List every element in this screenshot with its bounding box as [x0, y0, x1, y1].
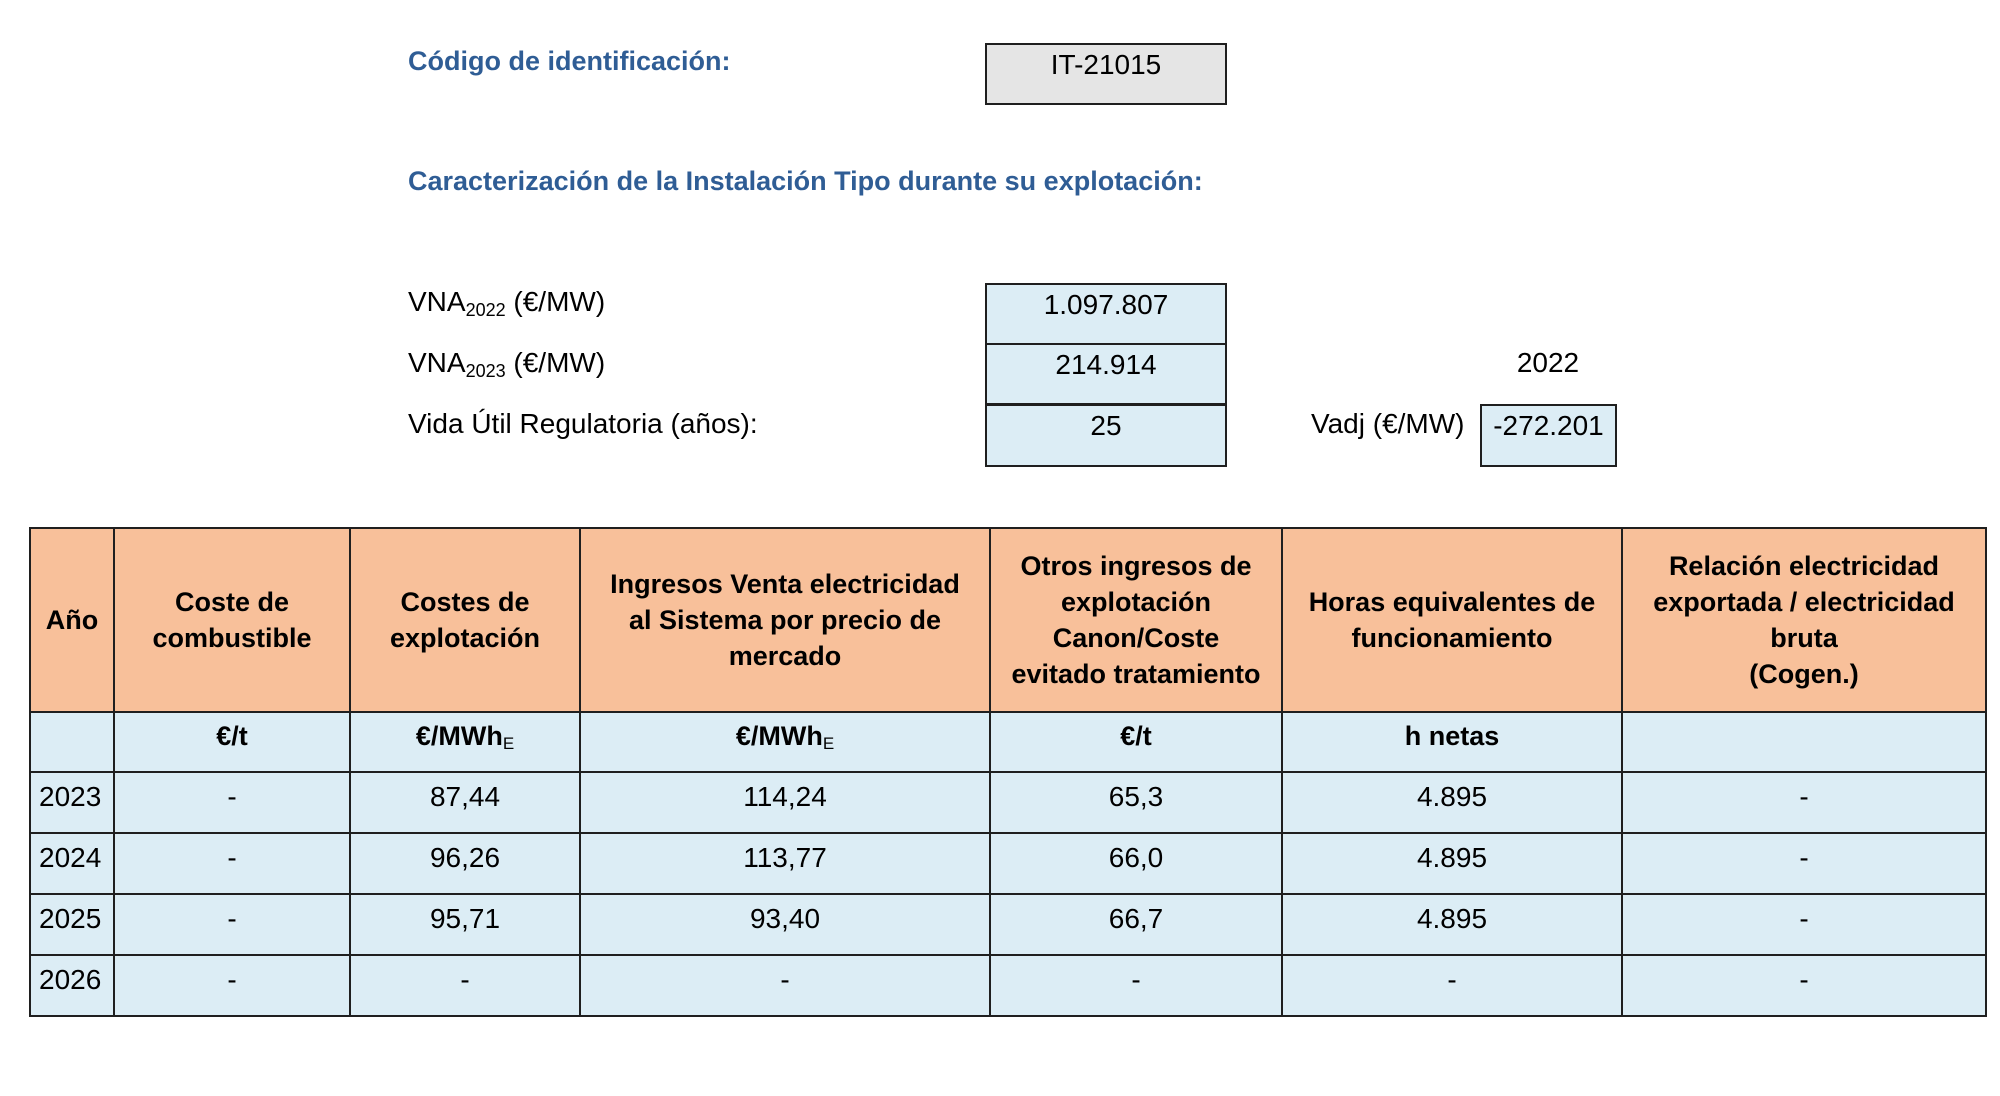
table-cell: 114,24	[579, 771, 991, 834]
table-cell: 113,77	[579, 832, 991, 895]
table-row: 2026 - - - - - -	[29, 954, 1987, 1017]
column-header: Otros ingresos de explotación Canon/Cost…	[989, 527, 1283, 713]
table-cell: -	[1621, 832, 1987, 895]
table-cell: 65,3	[989, 771, 1283, 834]
year-cell: 2024	[29, 832, 115, 895]
table-cell: 66,7	[989, 893, 1283, 956]
table-cell: -	[113, 893, 351, 956]
column-header: Costes de explotación	[349, 527, 581, 713]
column-header: Relación electricidad exportada / electr…	[1621, 527, 1987, 713]
table-cell: -	[349, 954, 581, 1017]
year-cell: 2023	[29, 771, 115, 834]
column-header: Ingresos Venta electricidad al Sistema p…	[579, 527, 991, 713]
table-cell: 4.895	[1281, 771, 1623, 834]
table-cell: 4.895	[1281, 832, 1623, 895]
unit-cell: €/MWhE	[579, 711, 991, 773]
table-cell: -	[1621, 954, 1987, 1017]
table-cell: -	[1281, 954, 1623, 1017]
vna-2022-box: 1.097.807	[985, 283, 1227, 345]
table-cell: 93,40	[579, 893, 991, 956]
table-cell: -	[1621, 893, 1987, 956]
unit-cell: €/MWhE	[349, 711, 581, 773]
section-title: Caracterización de la Instalación Tipo d…	[408, 166, 1203, 196]
table-cell: 96,26	[349, 832, 581, 895]
table-cell: -	[113, 832, 351, 895]
column-header: Coste de combustible	[113, 527, 351, 713]
unit-cell: €/t	[989, 711, 1283, 773]
vna-2023-value: 214.914	[1055, 349, 1157, 380]
vida-util-label: Vida Útil Regulatoria (años):	[408, 408, 758, 439]
unit-cell: €/t	[113, 711, 351, 773]
vadj-label: Vadj (€/MW)	[1311, 408, 1465, 439]
table-cell: 87,44	[349, 771, 581, 834]
year-cell: 2026	[29, 954, 115, 1017]
reference-year: 2022	[1516, 347, 1580, 378]
column-header: Horas equivalentes de funcionamiento	[1281, 527, 1623, 713]
unit-cell	[29, 711, 115, 773]
units-row: €/t €/MWhE €/MWhE €/t h netas	[29, 711, 1987, 773]
vna-2023-label: VNA2023 (€/MW)	[408, 347, 606, 381]
year-cell: 2025	[29, 893, 115, 956]
unit-cell: h netas	[1281, 711, 1623, 773]
vna-2023-box: 214.914	[985, 343, 1227, 405]
vida-util-box: 25	[985, 404, 1227, 467]
table-cell: -	[579, 954, 991, 1017]
table-cell: -	[989, 954, 1283, 1017]
unit-cell	[1621, 711, 1987, 773]
table-row: 2023 - 87,44 114,24 65,3 4.895 -	[29, 771, 1987, 834]
vna-2022-label: VNA2022 (€/MW)	[408, 286, 606, 320]
vna-2022-value: 1.097.807	[1043, 289, 1169, 320]
vadj-box: -272.201	[1480, 404, 1617, 467]
column-header: Año	[29, 527, 115, 713]
table-cell: 4.895	[1281, 893, 1623, 956]
table-header-row: Año Coste de combustible Costes de explo…	[29, 527, 1987, 713]
code-label: Código de identificación:	[408, 46, 731, 76]
code-value-box: IT-21015	[985, 43, 1227, 105]
table-cell: -	[1621, 771, 1987, 834]
code-value: IT-21015	[1050, 49, 1162, 80]
table-cell: -	[113, 771, 351, 834]
table-row: 2025 - 95,71 93,40 66,7 4.895 -	[29, 893, 1987, 956]
table-cell: 95,71	[349, 893, 581, 956]
table-cell: -	[113, 954, 351, 1017]
vida-util-value: 25	[1090, 410, 1122, 441]
table-cell: 66,0	[989, 832, 1283, 895]
operation-table: Año Coste de combustible Costes de explo…	[29, 527, 1987, 1017]
vadj-value: -272.201	[1493, 410, 1604, 441]
table-row: 2024 - 96,26 113,77 66,0 4.895 -	[29, 832, 1987, 895]
